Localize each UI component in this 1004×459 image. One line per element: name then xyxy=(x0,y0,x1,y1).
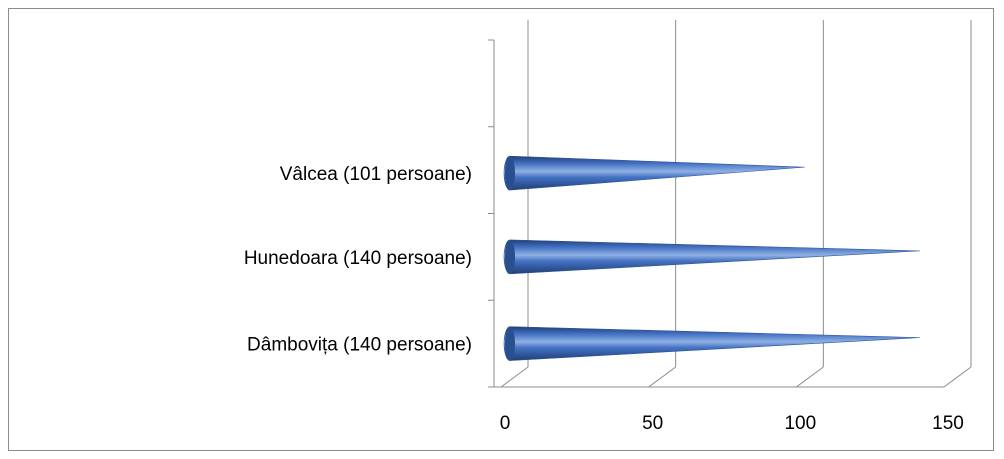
floor-line-100 xyxy=(796,366,824,388)
x-tick-label-150: 150 xyxy=(932,413,964,434)
x-tick-label-100: 100 xyxy=(784,413,816,434)
category-label: Hunedoara (140 persoane) xyxy=(244,248,472,269)
floor-line-0 xyxy=(500,366,529,388)
cone-base xyxy=(505,326,515,361)
gridlines xyxy=(500,20,972,388)
x-tick-label-0: 0 xyxy=(500,413,511,434)
cone-bar xyxy=(503,239,920,275)
cone-bar xyxy=(503,326,920,361)
floor-line-50 xyxy=(648,366,676,388)
chart-frame xyxy=(8,8,994,451)
cone-base xyxy=(505,239,515,274)
category-label: Vâlcea (101 persoane) xyxy=(280,164,472,185)
cones xyxy=(503,155,920,361)
cone-base xyxy=(505,156,515,191)
labels: 0 50 100 150 Vâlcea (101 persoane) Hunedoara … xyxy=(244,164,964,434)
category-label: Dâmbovița (140 persoane) xyxy=(247,335,472,356)
axes xyxy=(488,39,944,388)
floor-line-150 xyxy=(943,366,972,388)
cone-bar xyxy=(503,155,805,191)
x-tick-label-50: 50 xyxy=(642,413,663,434)
